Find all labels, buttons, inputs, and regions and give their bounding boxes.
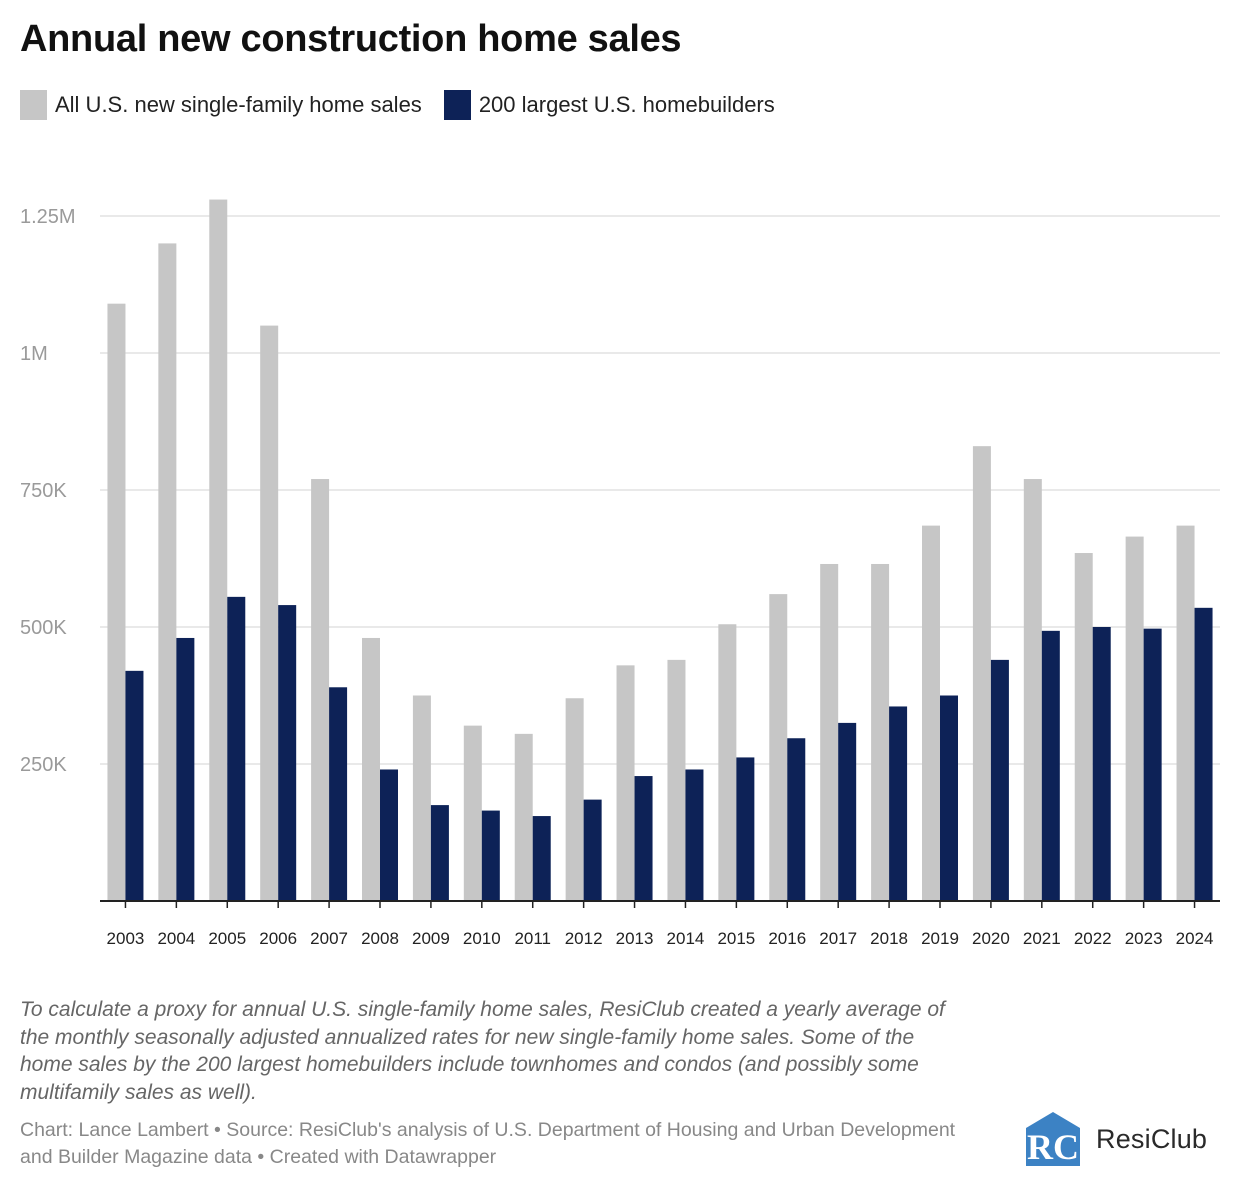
bar-top-200 bbox=[125, 670, 144, 901]
x-tick-label: 2015 bbox=[717, 929, 755, 948]
bar-top-200 bbox=[227, 596, 246, 901]
bar-all-sales bbox=[362, 637, 380, 901]
bar-all-sales bbox=[922, 525, 940, 901]
bar-all-sales bbox=[769, 594, 788, 901]
x-tick-label: 2008 bbox=[361, 929, 399, 948]
bar-all-sales bbox=[158, 243, 177, 901]
legend-item-all-sales: All U.S. new single-family home sales bbox=[20, 90, 422, 120]
y-tick-label: 750K bbox=[20, 480, 67, 502]
x-tick-label: 2016 bbox=[768, 929, 806, 948]
y-tick-label: 250K bbox=[20, 754, 67, 776]
bar-all-sales bbox=[107, 303, 126, 901]
bar-top-200 bbox=[1143, 628, 1162, 901]
bar-top-200 bbox=[990, 659, 1009, 901]
bar-top-200 bbox=[1092, 627, 1111, 901]
bar-all-sales bbox=[871, 563, 890, 901]
legend-item-top-200: 200 largest U.S. homebuilders bbox=[443, 90, 775, 120]
svg-text:RC: RC bbox=[1027, 1127, 1079, 1167]
bar-all-sales bbox=[718, 624, 737, 901]
chart-note: To calculate a proxy for annual U.S. sin… bbox=[20, 998, 945, 1104]
bar-all-sales bbox=[616, 665, 635, 901]
x-tick-label: 2023 bbox=[1125, 929, 1163, 948]
bar-all-sales bbox=[463, 725, 482, 901]
bar-all-sales bbox=[311, 479, 330, 901]
x-tick-label: 2005 bbox=[208, 929, 246, 948]
x-tick-label: 2011 bbox=[514, 929, 551, 948]
bar-top-200 bbox=[685, 769, 704, 901]
x-tick-label: 2019 bbox=[921, 929, 959, 948]
bar-top-200 bbox=[1194, 607, 1213, 901]
bar-all-sales bbox=[1125, 536, 1144, 901]
bar-all-sales bbox=[1176, 525, 1195, 901]
bar-all-sales bbox=[514, 733, 533, 901]
bar-all-sales bbox=[412, 695, 431, 901]
legend-label-all-sales: All U.S. new single-family home sales bbox=[55, 92, 422, 117]
bar-top-200 bbox=[430, 805, 449, 901]
x-tick-label: 2024 bbox=[1176, 929, 1214, 948]
x-tick-label: 2018 bbox=[870, 929, 908, 948]
resiclub-logo: RC ResiClub bbox=[1024, 1110, 1207, 1168]
x-tick-label: 2006 bbox=[259, 929, 297, 948]
x-tick-label: 2012 bbox=[565, 929, 603, 948]
bar-top-200 bbox=[1041, 630, 1060, 901]
y-tick-label: 1.25M bbox=[20, 206, 76, 228]
chart-title: Annual new construction home sales bbox=[20, 18, 682, 60]
bar-top-200 bbox=[583, 799, 602, 901]
bar-top-200 bbox=[532, 816, 551, 901]
x-tick-label: 2020 bbox=[972, 929, 1010, 948]
bar-top-200 bbox=[889, 706, 908, 901]
bar-top-200 bbox=[736, 757, 755, 901]
logo-text: ResiClub bbox=[1096, 1123, 1208, 1154]
y-tick-label: 1M bbox=[20, 343, 48, 365]
bar-top-200 bbox=[634, 776, 653, 901]
x-tick-label: 2013 bbox=[616, 929, 654, 948]
x-tick-label: 2003 bbox=[107, 929, 145, 948]
legend-label-top-200: 200 largest U.S. homebuilders bbox=[478, 92, 775, 117]
x-tick-label: 2009 bbox=[412, 929, 450, 948]
bar-top-200 bbox=[380, 769, 398, 901]
x-tick-label: 2007 bbox=[310, 929, 348, 948]
x-tick-label: 2017 bbox=[819, 929, 857, 948]
y-tick-label: 500K bbox=[20, 617, 67, 639]
bar-top-200 bbox=[329, 687, 348, 901]
legend: All U.S. new single-family home sales 20… bbox=[20, 90, 797, 120]
chart-credit: Chart: Lance Lambert • Source: ResiClub'… bbox=[20, 1119, 956, 1168]
bar-top-200 bbox=[787, 738, 806, 901]
bar-all-sales bbox=[209, 199, 228, 901]
bar-top-200 bbox=[940, 695, 958, 901]
bar-all-sales bbox=[260, 325, 279, 902]
x-tick-label: 2014 bbox=[667, 929, 705, 948]
bar-top-200 bbox=[176, 637, 195, 901]
bar-all-sales bbox=[820, 563, 839, 901]
x-tick-label: 2021 bbox=[1023, 929, 1061, 948]
x-tick-label: 2022 bbox=[1074, 929, 1112, 948]
bar-top-200 bbox=[278, 605, 297, 901]
bar-all-sales bbox=[972, 446, 991, 901]
bar-all-sales bbox=[1074, 553, 1093, 901]
bar-top-200 bbox=[481, 810, 500, 901]
x-tick-label: 2010 bbox=[463, 929, 501, 948]
legend-swatch-top-200 bbox=[443, 90, 471, 120]
resiclub-logo-icon: RC bbox=[1026, 1112, 1080, 1167]
bar-chart: 250K 500K 750K 1M 1.25M 2003 2004 2005 2006 2007 2… bbox=[20, 199, 1220, 948]
bar-top-200 bbox=[838, 722, 857, 901]
bar-all-sales bbox=[565, 698, 584, 901]
bar-all-sales bbox=[1023, 479, 1042, 901]
bar-all-sales bbox=[667, 659, 686, 901]
legend-swatch-all-sales bbox=[20, 90, 47, 120]
x-tick-label: 2004 bbox=[157, 929, 195, 948]
